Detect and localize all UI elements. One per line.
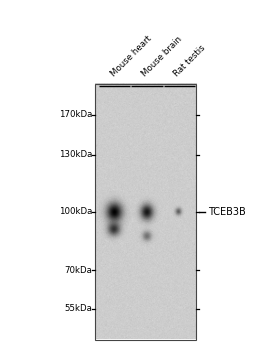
Text: Rat testis: Rat testis	[172, 44, 207, 79]
Text: 130kDa: 130kDa	[59, 150, 92, 159]
Text: 170kDa: 170kDa	[59, 110, 92, 119]
Text: 55kDa: 55kDa	[64, 304, 92, 313]
Text: TCEB3B: TCEB3B	[208, 207, 246, 217]
Bar	[95, 84, 196, 340]
Text: Mouse heart: Mouse heart	[109, 34, 154, 79]
Text: Mouse brain: Mouse brain	[141, 35, 184, 79]
Text: 100kDa: 100kDa	[59, 207, 92, 216]
Text: 70kDa: 70kDa	[64, 266, 92, 275]
